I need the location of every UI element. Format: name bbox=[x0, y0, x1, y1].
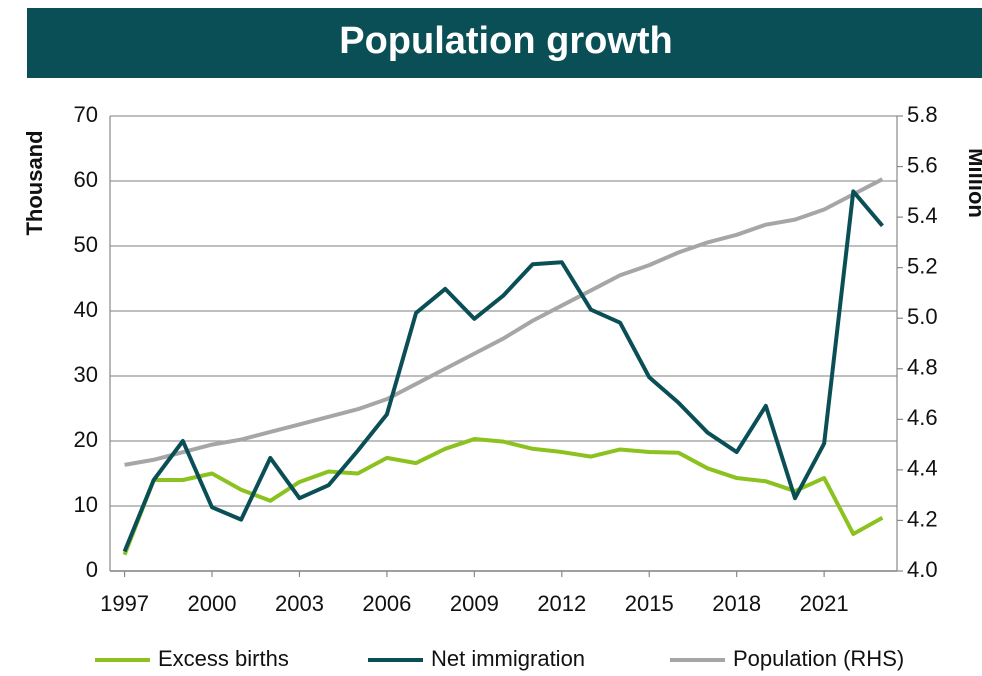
y-tick-label: 30 bbox=[74, 362, 98, 387]
x-tick-label: 2018 bbox=[712, 591, 761, 616]
series-line bbox=[122, 189, 884, 553]
y2-tick-label: 5.8 bbox=[907, 102, 938, 127]
y-tick-label: 40 bbox=[74, 297, 98, 322]
y-tick-label: 60 bbox=[74, 167, 98, 192]
x-tick-label: 2000 bbox=[188, 591, 237, 616]
x-tick-label: 2021 bbox=[800, 591, 849, 616]
title-bar bbox=[27, 8, 982, 78]
y2-tick-label: 5.0 bbox=[907, 304, 938, 329]
y2-tick-label: 5.4 bbox=[907, 203, 938, 228]
series-line bbox=[122, 437, 884, 556]
series-line bbox=[124, 177, 884, 467]
y2-tick-label: 4.2 bbox=[907, 506, 938, 531]
chart-title: Population growth bbox=[339, 20, 673, 62]
y-tick-label: 70 bbox=[74, 102, 98, 127]
legend-label: Population (RHS) bbox=[733, 646, 904, 671]
y-axis-label: Thousand bbox=[22, 130, 47, 235]
x-tick-label: 2006 bbox=[362, 591, 411, 616]
y2-tick-label: 5.2 bbox=[907, 253, 938, 278]
legend-label: Excess births bbox=[158, 646, 289, 671]
y-tick-label: 10 bbox=[74, 492, 98, 517]
legend-label: Net immigration bbox=[431, 646, 585, 671]
y-tick-label: 20 bbox=[74, 427, 98, 452]
y-tick-label: 0 bbox=[86, 557, 98, 582]
x-tick-label: 2009 bbox=[450, 591, 499, 616]
y2-tick-label: 4.4 bbox=[907, 456, 938, 481]
x-tick-label: 2012 bbox=[537, 591, 586, 616]
y2-tick-label: 5.6 bbox=[907, 152, 938, 177]
y2-axis-label: Million bbox=[964, 148, 982, 218]
y2-tick-label: 4.6 bbox=[907, 405, 938, 430]
x-tick-label: 2003 bbox=[275, 591, 324, 616]
y2-tick-label: 4.8 bbox=[907, 355, 938, 380]
y-tick-label: 50 bbox=[74, 232, 98, 257]
x-tick-label: 2015 bbox=[625, 591, 674, 616]
x-tick-label: 1997 bbox=[100, 591, 149, 616]
y2-tick-label: 4.0 bbox=[907, 557, 938, 582]
